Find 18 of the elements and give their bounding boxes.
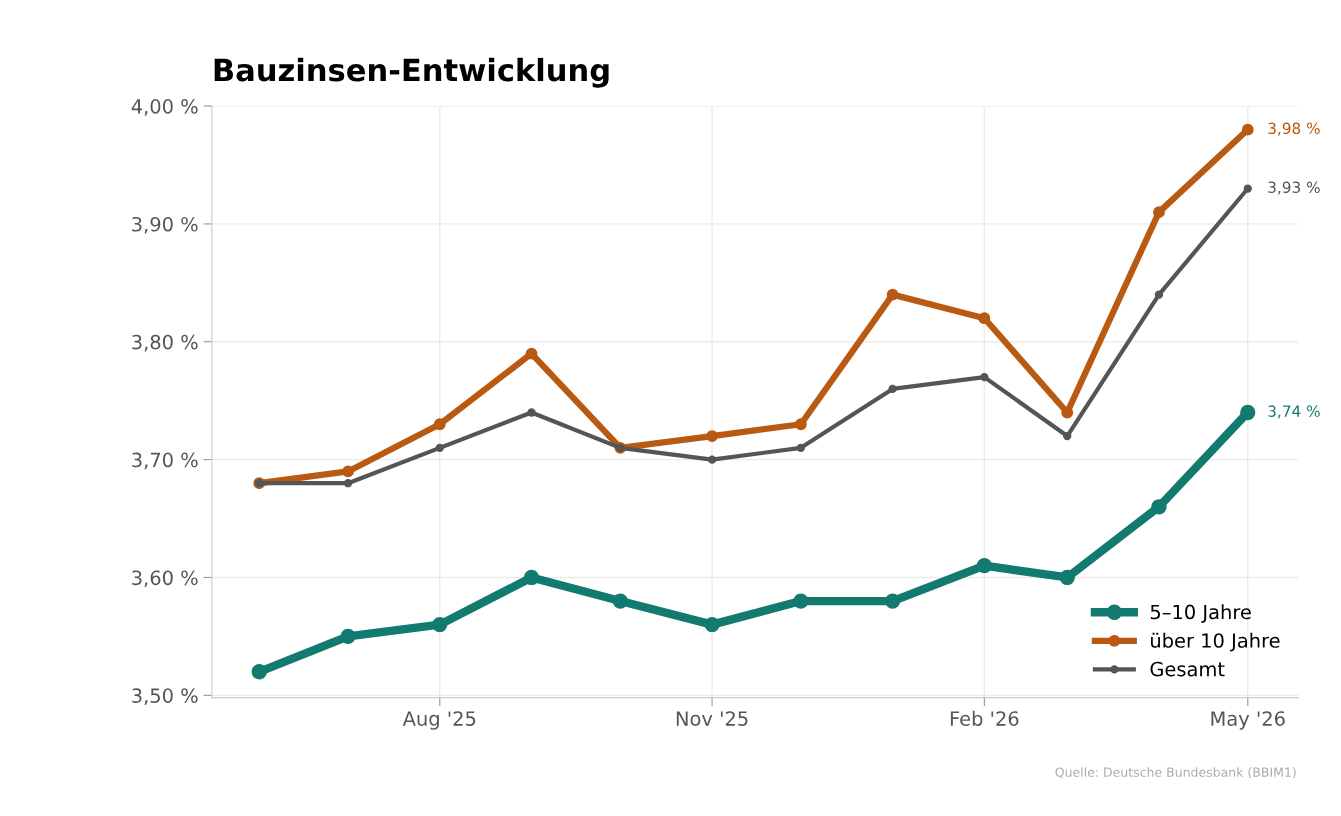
source-note: Quelle: Deutsche Bundesbank (BBIM1) xyxy=(1055,767,1296,779)
legend-label: Gesamt xyxy=(1150,661,1225,677)
y-tick-label: 3,70 % xyxy=(132,452,198,470)
annotation: 3,74 % xyxy=(1268,405,1320,419)
y-tick-label: 3,60 % xyxy=(132,570,198,588)
chart-title: Bauzinsen-Entwicklung xyxy=(214,57,609,88)
legend-label: über 10 Jahre xyxy=(1151,632,1280,652)
y-tick-label: 3,90 % xyxy=(132,216,198,234)
legend-label: 5–10 Jahre xyxy=(1150,604,1251,623)
y-tick-label: 4,00 % xyxy=(131,99,198,116)
x-tick-label: Nov '25 xyxy=(676,711,748,726)
annotation: 3,98 % xyxy=(1268,122,1320,136)
x-tick-label: Aug '25 xyxy=(402,711,476,730)
y-tick-label: 3,80 % xyxy=(132,334,198,352)
x-tick-label: Feb '26 xyxy=(950,710,1019,726)
annotation: 3,93 % xyxy=(1268,181,1320,195)
x-tick-label: May '26 xyxy=(1211,711,1285,730)
y-tick-label: 3,50 % xyxy=(132,688,198,705)
